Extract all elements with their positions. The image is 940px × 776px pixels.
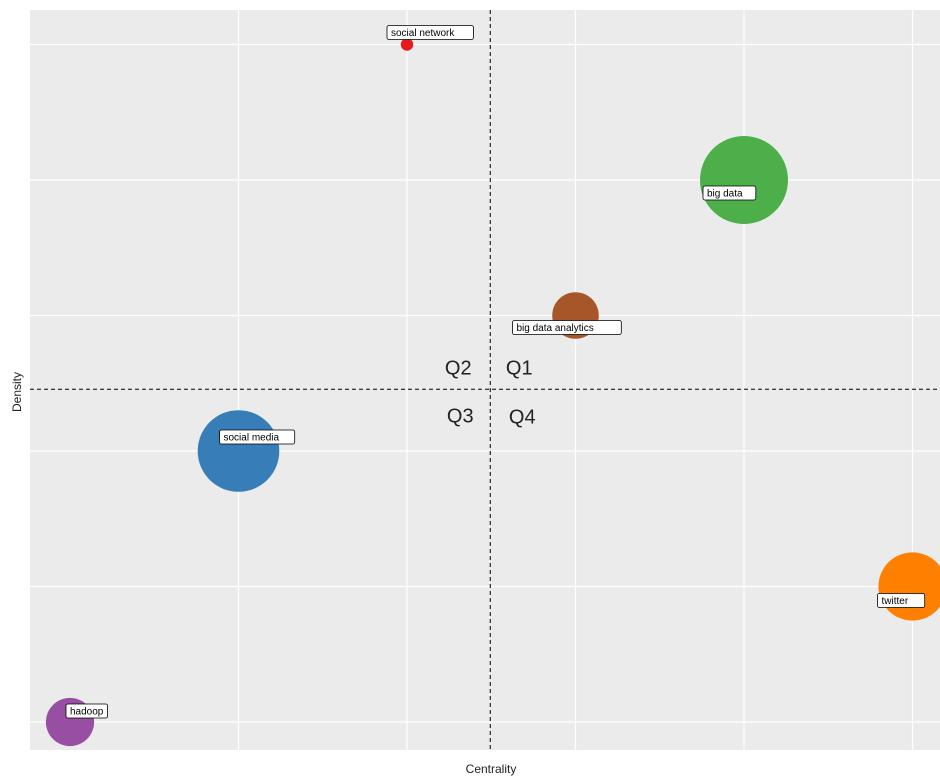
bubble-label-text-big-data-analytics: big data analytics	[517, 323, 594, 334]
bubble-label-box-social-media	[219, 429, 296, 445]
quadrant-label-q2: Q2	[445, 357, 472, 379]
bubble-label-box-social-network	[386, 25, 474, 40]
bubble-label-big-data-analytics: big data analytics	[512, 320, 622, 335]
bubble-label-big-data: big data	[702, 185, 757, 201]
bubble-label-social-network: social network	[386, 25, 474, 40]
bubble-label-box-twitter	[877, 593, 926, 608]
bubble-label-text-hadoop: hadoop	[70, 707, 104, 718]
y-axis-title: Density	[10, 372, 24, 412]
bubble-social-network	[400, 38, 414, 51]
x-axis-title: Centrality	[466, 762, 517, 776]
bubble-social-media	[197, 410, 280, 492]
quadrant-label-q1: Q1	[506, 357, 533, 379]
bubble-label-hadoop: hadoop	[65, 703, 108, 719]
bubble-label-box-hadoop	[65, 703, 108, 719]
gridlines	[30, 10, 940, 750]
bubble-labels: social network big data big data analytics…	[65, 25, 926, 719]
bubble-label-text-social-media: social media	[224, 433, 280, 444]
quadrant-label-q3: Q3	[447, 405, 474, 427]
bubble-label-social-media: social media	[219, 429, 296, 445]
bubble-label-text-big-data: big data	[707, 189, 743, 200]
quadrant-labels: Q2 Q1 Q3 Q4	[445, 357, 536, 428]
quadrant-label-q4: Q4	[509, 406, 536, 428]
bubble-label-box-big-data	[702, 185, 757, 201]
bubble-label-text-social-network: social network	[391, 28, 455, 39]
plot-panel	[30, 10, 940, 750]
quadrant-divider-lines	[30, 10, 940, 750]
bubble-label-text-twitter: twitter	[882, 596, 909, 607]
bubble-label-twitter: twitter	[877, 593, 926, 608]
bubble-label-box-big-data-analytics	[512, 320, 622, 335]
bubble-big-data	[700, 136, 788, 224]
